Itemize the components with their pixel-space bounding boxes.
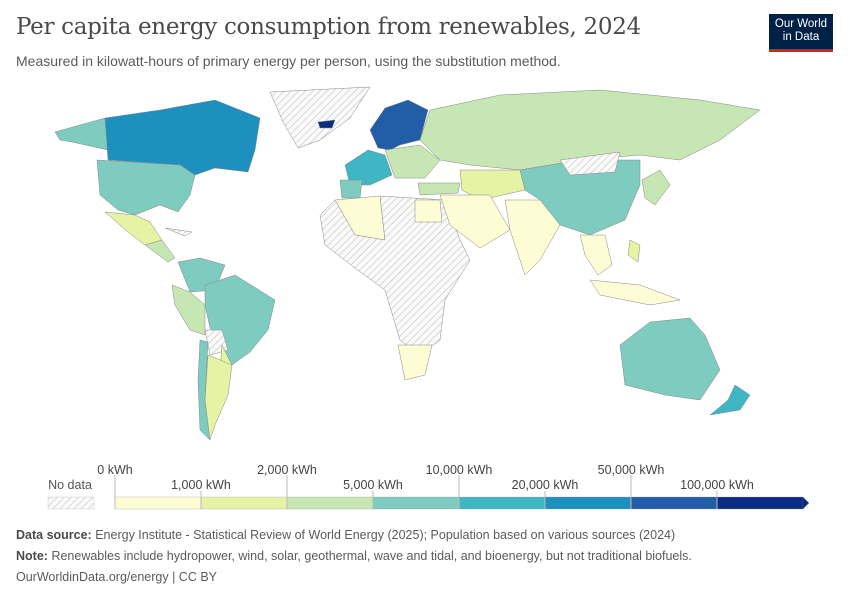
- legend-break-label: 10,000 kWh: [426, 463, 493, 477]
- region-philippines[interactable]: [627, 239, 641, 263]
- legend-break-label: 20,000 kWh: [512, 478, 579, 492]
- region-mongolia[interactable]: [559, 151, 621, 176]
- legend-break-label: 0 kWh: [97, 463, 132, 477]
- region-japan-korea[interactable]: [641, 169, 671, 206]
- region-central-america[interactable]: [144, 239, 176, 263]
- legend-bin-6[interactable]: [630, 496, 718, 510]
- source-text: Energy Institute - Statistical Review of…: [95, 528, 676, 542]
- legend-break-label: 2,000 kWh: [257, 463, 317, 477]
- region-kazakhstan-central-asia[interactable]: [459, 169, 526, 201]
- legend-bin-7[interactable]: [716, 496, 804, 510]
- legend-break-label: 5,000 kWh: [343, 478, 403, 492]
- legend-bin-2[interactable]: [286, 496, 374, 510]
- region-eastern-europe[interactable]: [384, 144, 441, 179]
- legend-no-data-swatch: [47, 496, 95, 510]
- region-iceland[interactable]: [317, 119, 336, 129]
- region-argentina[interactable]: [204, 354, 233, 441]
- region-africa-nodata[interactable]: [319, 195, 471, 356]
- chart-title: Per capita energy consumption from renew…: [16, 14, 641, 40]
- legend-break-label: 100,000 kWh: [680, 478, 754, 492]
- legend-bin-4[interactable]: [458, 496, 546, 510]
- region-south-africa[interactable]: [397, 344, 433, 381]
- legend-arrow: [803, 497, 809, 509]
- region-egypt[interactable]: [414, 199, 443, 223]
- legend-bin-1[interactable]: [200, 496, 288, 510]
- note-text: Renewables include hydropower, wind, sol…: [51, 549, 692, 563]
- legend-break-label: 50,000 kWh: [598, 463, 665, 477]
- legend-bin-0[interactable]: [114, 496, 202, 510]
- region-new-zealand[interactable]: [709, 384, 751, 416]
- region-middle-east[interactable]: [439, 194, 511, 249]
- owid-logo[interactable]: Our World in Data: [769, 14, 833, 52]
- legend-no-data-label: No data: [48, 478, 92, 492]
- note-line: Note: Renewables include hydropower, win…: [16, 549, 692, 563]
- region-cuba[interactable]: [164, 227, 193, 237]
- region-turkey[interactable]: [417, 182, 461, 196]
- region-peru-ecuador[interactable]: [171, 284, 206, 336]
- source-link[interactable]: OurWorldinData.org/energy | CC BY: [16, 570, 218, 584]
- chart-subtitle: Measured in kilowatt-hours of primary en…: [16, 53, 561, 69]
- region-greenland[interactable]: [269, 86, 371, 149]
- note-label: Note:: [16, 549, 48, 563]
- legend-break-label: 1,000 kWh: [171, 478, 231, 492]
- region-mexico[interactable]: [104, 211, 163, 246]
- region-scandinavia[interactable]: [369, 99, 429, 151]
- source-label: Data source:: [16, 528, 92, 542]
- legend: No data 0 kWh 1,000 kWh 2,000 kWh 5,000 kWh…: [47, 463, 809, 510]
- region-usa[interactable]: [96, 159, 196, 216]
- region-russia[interactable]: [419, 89, 761, 171]
- region-australia[interactable]: [619, 317, 721, 401]
- source-line: Data source: Energy Institute - Statisti…: [16, 528, 675, 542]
- region-iberia[interactable]: [339, 179, 363, 199]
- region-alaska[interactable]: [54, 117, 109, 151]
- region-indonesia[interactable]: [589, 279, 681, 306]
- region-southeast-asia[interactable]: [579, 234, 613, 276]
- legend-bin-3[interactable]: [372, 496, 460, 510]
- world-map[interactable]: [0, 80, 850, 455]
- legend-bin-5[interactable]: [544, 496, 632, 510]
